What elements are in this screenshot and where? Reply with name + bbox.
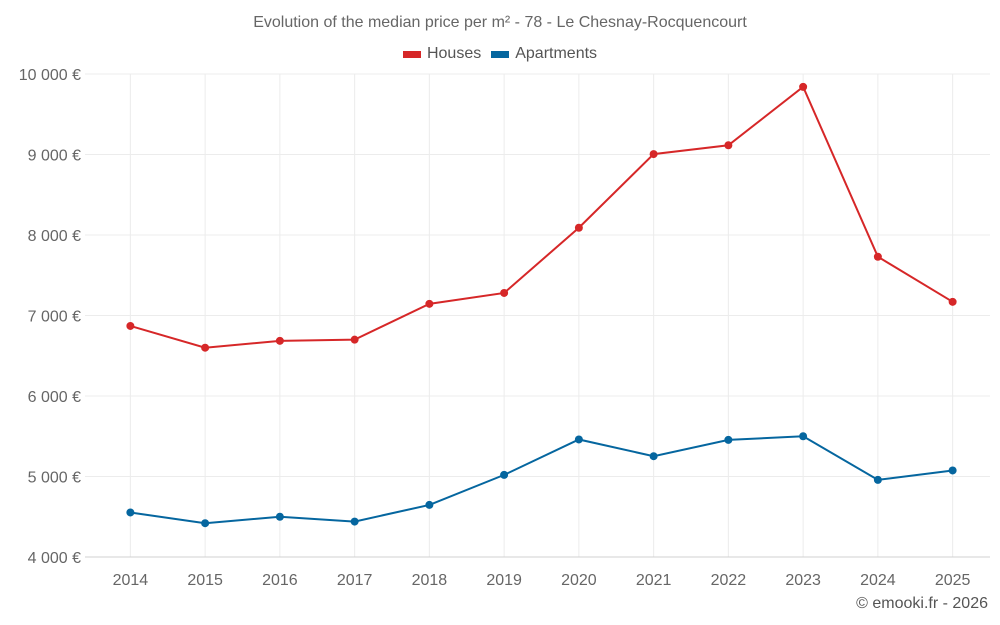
- legend-item-houses[interactable]: Houses: [402, 45, 482, 63]
- data-point-apartments[interactable]: [873, 475, 882, 484]
- data-point-apartments[interactable]: [500, 470, 509, 479]
- data-point-houses[interactable]: [425, 299, 434, 308]
- data-point-apartments[interactable]: [275, 512, 284, 521]
- data-point-apartments[interactable]: [126, 508, 135, 517]
- chart-title: Evolution of the median price per m² - 7…: [253, 14, 747, 31]
- data-point-houses[interactable]: [649, 150, 658, 159]
- x-tick-label: 2024: [860, 572, 896, 589]
- series-line-apartments: [130, 435, 953, 525]
- data-point-apartments[interactable]: [350, 517, 359, 526]
- x-tick-label: 2015: [187, 572, 223, 589]
- legend-label-houses: Houses: [426, 45, 482, 62]
- legend-swatch-houses: [402, 50, 421, 58]
- legend-item-apartments[interactable]: Apartments: [491, 45, 597, 63]
- y-tick-label: 8 000 €: [28, 228, 81, 245]
- series-line-houses: [130, 85, 954, 349]
- data-point-apartments[interactable]: [724, 435, 733, 444]
- data-point-houses[interactable]: [799, 82, 808, 91]
- data-point-houses[interactable]: [275, 336, 284, 345]
- copyright-credit: © emooki.fr - 2026: [856, 595, 988, 612]
- y-tick-label: 4 000 €: [28, 550, 81, 567]
- data-point-houses[interactable]: [873, 252, 882, 261]
- data-point-apartments[interactable]: [425, 500, 434, 509]
- data-point-houses[interactable]: [126, 321, 135, 330]
- legend-label-apartments: Apartments: [515, 45, 598, 62]
- x-tick-label: 2021: [636, 572, 672, 589]
- x-tick-label: 2025: [935, 572, 971, 589]
- x-tick-label: 2022: [711, 572, 747, 589]
- data-point-houses[interactable]: [500, 288, 509, 297]
- y-tick-label: 10 000 €: [19, 67, 81, 84]
- data-point-apartments[interactable]: [948, 466, 957, 475]
- x-tick-label: 2020: [561, 572, 597, 589]
- y-tick-label: 7 000 €: [28, 309, 81, 326]
- data-point-apartments[interactable]: [574, 435, 583, 444]
- y-tick-label: 5 000 €: [28, 470, 81, 487]
- data-point-apartments[interactable]: [649, 452, 658, 461]
- x-tick-label: 2016: [262, 572, 298, 589]
- data-point-houses[interactable]: [724, 141, 733, 150]
- data-point-apartments[interactable]: [201, 519, 210, 528]
- x-tick-label: 2017: [337, 572, 373, 589]
- legend-swatch-apartments: [491, 50, 510, 58]
- y-tick-label: 6 000 €: [28, 389, 81, 406]
- data-point-apartments[interactable]: [799, 432, 808, 441]
- legend: Houses Apartments: [0, 45, 1000, 63]
- x-tick-label: 2019: [486, 572, 522, 589]
- data-point-houses[interactable]: [350, 335, 359, 344]
- data-point-houses[interactable]: [948, 297, 957, 306]
- data-point-houses[interactable]: [201, 343, 210, 352]
- data-point-houses[interactable]: [574, 223, 583, 232]
- x-tick-label: 2023: [785, 572, 821, 589]
- x-tick-label: 2014: [113, 572, 149, 589]
- y-tick-label: 9 000 €: [28, 148, 81, 165]
- x-tick-label: 2018: [412, 572, 448, 589]
